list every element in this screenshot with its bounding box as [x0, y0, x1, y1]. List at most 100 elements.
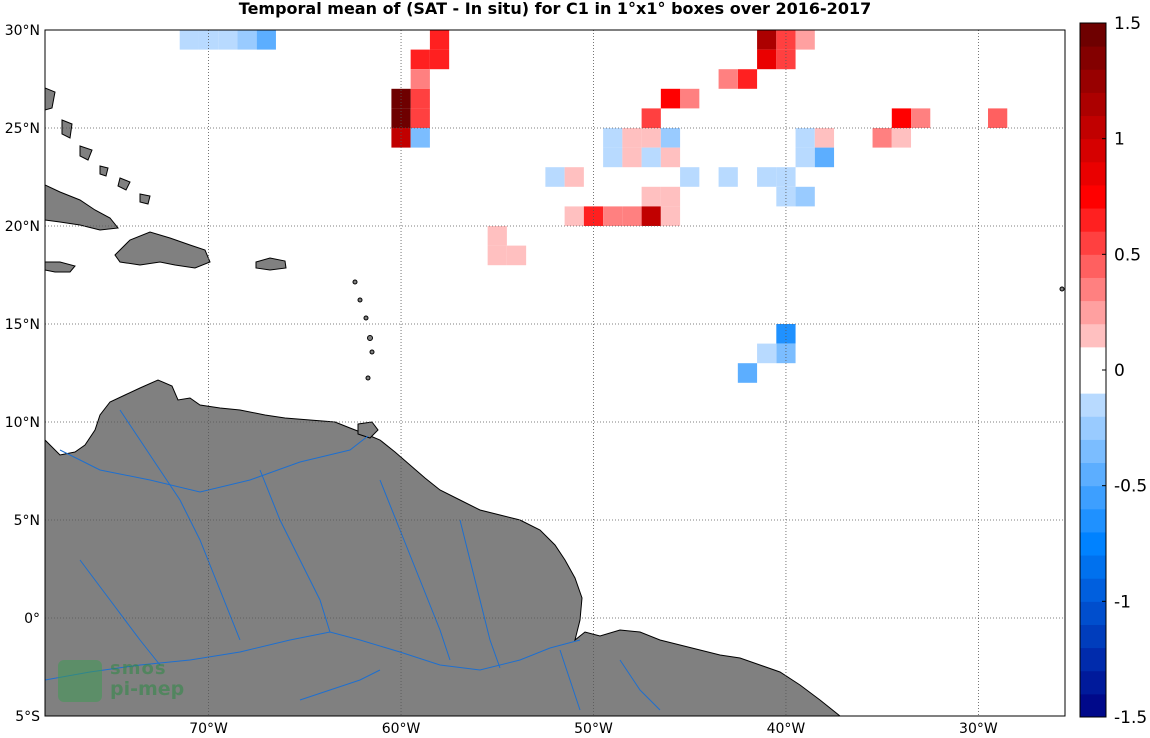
- land-lesser-antilles: [352, 279, 1065, 381]
- heatmap-cell: [776, 49, 796, 70]
- rivers: [45, 409, 661, 711]
- colorbar-level: [1080, 184, 1106, 209]
- colorbar-level: [1080, 92, 1106, 117]
- latitude-labels: 30°N 25°N 20°N 15°N 10°N 5°N 0° 5°S: [5, 23, 40, 725]
- heatmap-cell: [757, 167, 777, 187]
- colorbar-level: [1080, 647, 1106, 672]
- heatmap-cell: [641, 108, 661, 128]
- longitude-labels: 70°W 60°W 50°W 40°W 30°W: [189, 721, 998, 737]
- lon-tick-label: 30°W: [959, 721, 998, 737]
- colorbar-level: [1080, 138, 1106, 163]
- colorbar-level: [1080, 69, 1106, 93]
- heatmap-cell: [429, 49, 450, 70]
- lat-tick-label: 15°N: [5, 317, 40, 333]
- colorbar-tick-label: 0: [1114, 361, 1125, 381]
- colorbar-level: [1080, 531, 1106, 556]
- colorbar-level: [1080, 46, 1106, 70]
- colorbar-tick-label: 0.5: [1114, 245, 1141, 265]
- land-cuba: [45, 184, 119, 231]
- lon-tick-label: 40°W: [767, 721, 806, 737]
- heatmap-cell: [795, 147, 815, 168]
- colorbar-tick-label: -0.5: [1114, 477, 1147, 497]
- heatmap-cell: [603, 147, 623, 168]
- colorbar-level: [1080, 370, 1106, 394]
- plot-frame: [44, 29, 1066, 717]
- heatmap-cell: [564, 167, 584, 187]
- land-hispaniola: [114, 231, 211, 269]
- lat-tick-label: 30°N: [5, 23, 40, 39]
- heatmap-cell: [660, 147, 681, 168]
- heatmap-cell: [622, 206, 642, 226]
- colorbar-level: [1080, 416, 1106, 440]
- heatmap-cell: [776, 186, 796, 207]
- colorbar-level: [1080, 601, 1106, 625]
- colorbar-tick-label: -1: [1114, 592, 1131, 612]
- colorbar-level: [1080, 508, 1106, 533]
- colorbar-level: [1080, 254, 1106, 278]
- heatmap-cell: [564, 206, 584, 226]
- heatmap-cell: [237, 30, 257, 50]
- colorbar-level: [1080, 115, 1106, 140]
- heatmap-cell: [179, 30, 199, 50]
- heatmap-cell: [487, 245, 507, 266]
- colorbar-tick-label: -1.5: [1114, 708, 1147, 728]
- logo-line1: smos: [110, 658, 167, 679]
- smos-pimep-logo: smos pi-mep: [58, 658, 188, 706]
- lat-tick-label: 10°N: [5, 415, 40, 431]
- lon-tick-label: 60°W: [382, 721, 421, 737]
- heatmap-cell: [891, 108, 912, 128]
- heatmap-cell: [603, 128, 623, 148]
- colorbar-level: [1080, 23, 1106, 47]
- heatmap-cell: [410, 69, 430, 89]
- colorbar-level: [1080, 323, 1106, 348]
- heatmap-cell: [795, 186, 815, 207]
- heatmap-cells: [179, 30, 1008, 383]
- heatmap-cell: [872, 128, 892, 148]
- lat-tick-label: 25°N: [5, 121, 40, 137]
- logo-line2: pi-mep: [110, 678, 185, 700]
- heatmap-cell: [680, 88, 700, 109]
- colorbar-level: [1080, 208, 1106, 232]
- colorbar-level: [1080, 693, 1106, 718]
- heatmap-cell: [641, 186, 661, 207]
- colorbar-level: [1080, 485, 1106, 510]
- land-south-america: [45, 379, 841, 716]
- heatmap-cell: [391, 108, 411, 128]
- heatmap-cell: [410, 108, 430, 128]
- heatmap-cell: [391, 88, 411, 109]
- heatmap-cell: [891, 128, 912, 148]
- lat-tick-label: 20°N: [5, 219, 40, 235]
- colorbar-level: [1080, 439, 1106, 464]
- heatmap-cell: [641, 128, 661, 148]
- colorbar-tick-label: 1: [1114, 130, 1125, 150]
- heatmap-cell: [680, 167, 700, 187]
- colorbar-level: [1080, 161, 1106, 186]
- heatmap-cell: [218, 30, 238, 50]
- colorbar-level: [1080, 578, 1106, 602]
- colorbar-level: [1080, 231, 1106, 255]
- land-puerto-rico: [255, 257, 287, 271]
- colorbar-tick-label: 1.5: [1114, 14, 1141, 34]
- land-bahamas: [45, 87, 151, 205]
- heatmap-cell: [795, 128, 815, 148]
- heatmap-cell: [545, 167, 565, 187]
- heatmap-cell: [757, 30, 777, 50]
- heatmap-cell: [660, 88, 681, 109]
- colorbar-level: [1080, 393, 1106, 417]
- lat-tick-label: 0°: [24, 611, 40, 627]
- heatmap-cell: [641, 206, 661, 226]
- heatmap-cell: [757, 343, 777, 364]
- heatmap-cell: [737, 69, 758, 89]
- heatmap-cell: [814, 128, 835, 148]
- heatmap-cell: [776, 343, 796, 364]
- colorbar-level: [1080, 624, 1106, 649]
- heatmap-cell: [256, 30, 276, 50]
- heatmap-cell: [814, 147, 835, 168]
- heatmap-cell: [660, 206, 681, 226]
- heatmap-cell: [506, 245, 527, 266]
- heatmap-cell: [660, 186, 681, 207]
- heatmap-cell: [410, 88, 430, 109]
- lat-tick-label: 5°S: [15, 709, 40, 725]
- land-jamaica: [45, 261, 76, 273]
